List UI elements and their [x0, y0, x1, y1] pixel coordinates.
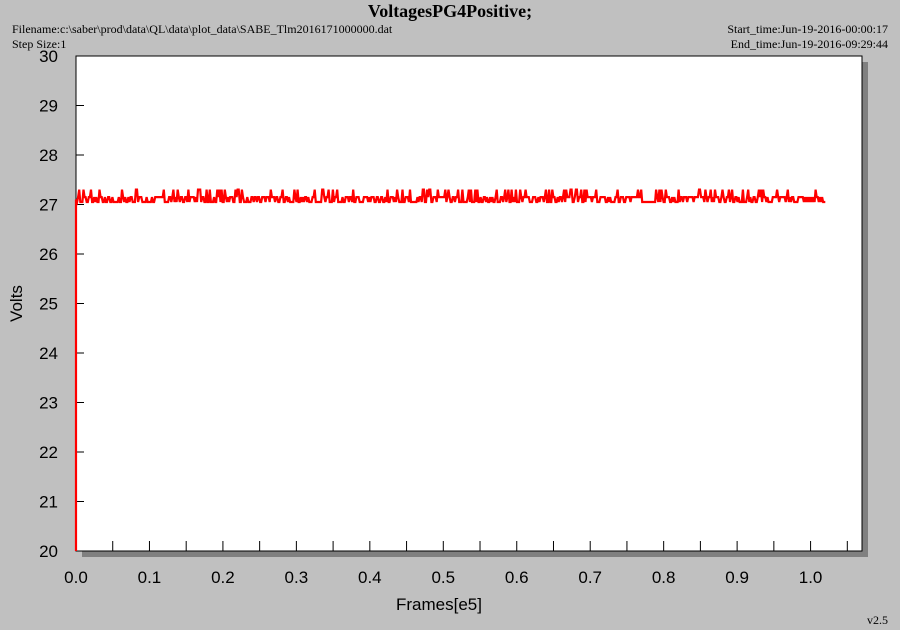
x-tick-label: 0.9 — [725, 568, 749, 587]
y-tick-label: 22 — [39, 443, 58, 462]
x-tick-label: 0.4 — [358, 568, 382, 587]
y-axis-label: Volts — [7, 285, 26, 322]
x-tick-label: 0.5 — [431, 568, 455, 587]
x-tick-label: 0.8 — [652, 568, 676, 587]
y-tick-label: 29 — [39, 97, 58, 116]
x-tick-label: 0.7 — [578, 568, 602, 587]
y-tick-label: 28 — [39, 146, 58, 165]
start-time-label: Start_time:Jun-19-2016-00:00:17 — [727, 22, 888, 36]
x-tick-label: 0.2 — [211, 568, 235, 587]
x-tick-label: 0.0 — [64, 568, 88, 587]
x-tick-label: 0.3 — [285, 568, 309, 587]
x-tick-label: 0.6 — [505, 568, 529, 587]
x-axis-label: Frames[e5] — [396, 595, 482, 614]
y-tick-label: 30 — [39, 47, 58, 66]
x-tick-label: 0.1 — [138, 568, 162, 587]
y-tick-label: 23 — [39, 394, 58, 413]
y-tick-label: 24 — [39, 344, 58, 363]
y-tick-label: 27 — [39, 196, 58, 215]
step-size-label: Step Size:1 — [12, 37, 67, 51]
x-tick-label: 1.0 — [799, 568, 823, 587]
filename-label: Filename:c:\saber\prod\data\QL\data\plot… — [12, 22, 393, 36]
series-line — [74, 188, 826, 551]
y-tick-label: 25 — [39, 295, 58, 314]
version-label: v2.5 — [867, 613, 888, 627]
y-tick-label: 26 — [39, 245, 58, 264]
plot-area — [75, 55, 863, 552]
y-tick-label: 20 — [39, 542, 58, 561]
end-time-label: End_time:Jun-19-2016-09:29:44 — [730, 37, 888, 51]
chart-title: VoltagesPG4Positive; — [367, 1, 533, 21]
y-tick-label: 21 — [39, 493, 58, 512]
